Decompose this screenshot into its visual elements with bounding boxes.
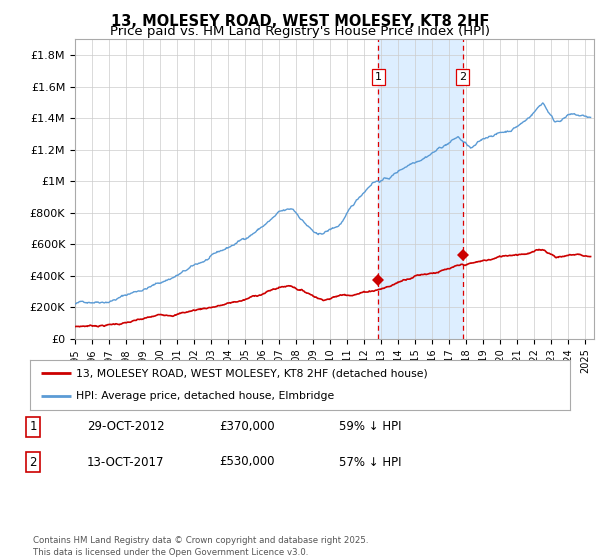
Text: HPI: Average price, detached house, Elmbridge: HPI: Average price, detached house, Elmb…: [76, 391, 334, 402]
Text: 13-OCT-2017: 13-OCT-2017: [87, 455, 164, 469]
Text: 2: 2: [29, 455, 37, 469]
Text: 13, MOLESEY ROAD, WEST MOLESEY, KT8 2HF (detached house): 13, MOLESEY ROAD, WEST MOLESEY, KT8 2HF …: [76, 368, 428, 378]
Bar: [379, 39, 463, 339]
Text: £370,000: £370,000: [219, 420, 275, 433]
Text: Price paid vs. HM Land Registry's House Price Index (HPI): Price paid vs. HM Land Registry's House …: [110, 25, 490, 38]
Text: 2: 2: [459, 72, 466, 82]
Text: 13, MOLESEY ROAD, WEST MOLESEY, KT8 2HF: 13, MOLESEY ROAD, WEST MOLESEY, KT8 2HF: [111, 14, 489, 29]
Text: Contains HM Land Registry data © Crown copyright and database right 2025.
This d: Contains HM Land Registry data © Crown c…: [33, 536, 368, 557]
Text: 1: 1: [375, 72, 382, 82]
Text: 59% ↓ HPI: 59% ↓ HPI: [339, 420, 401, 433]
Text: 29-OCT-2012: 29-OCT-2012: [87, 420, 164, 433]
Text: 1: 1: [29, 420, 37, 433]
Text: 57% ↓ HPI: 57% ↓ HPI: [339, 455, 401, 469]
Text: £530,000: £530,000: [219, 455, 275, 469]
